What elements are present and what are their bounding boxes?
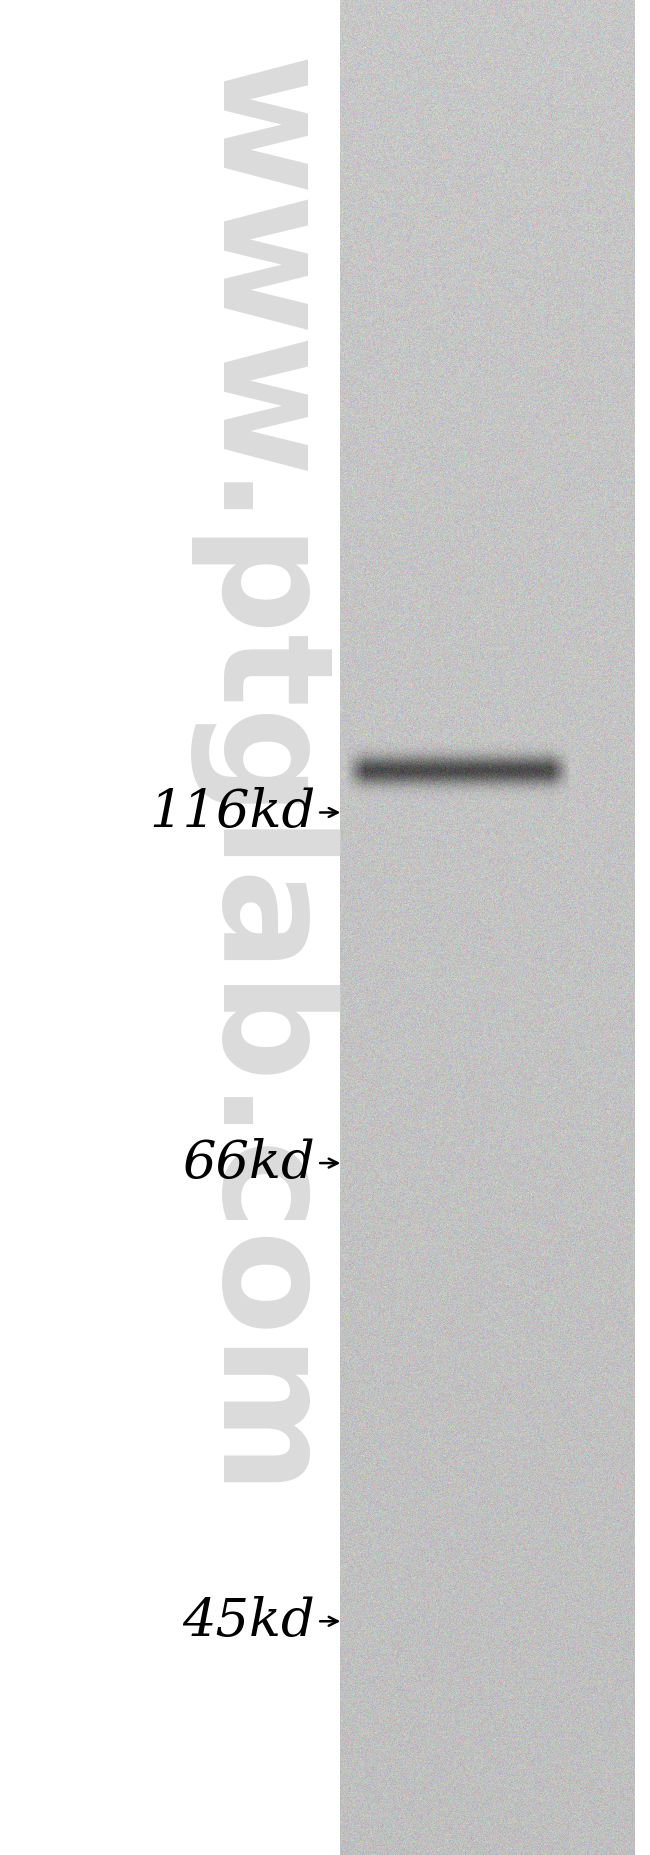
Text: www.ptglab.com: www.ptglab.com xyxy=(185,58,335,1501)
Text: 116kd: 116kd xyxy=(149,787,315,838)
Text: 45kd: 45kd xyxy=(183,1595,315,1647)
Text: 66kd: 66kd xyxy=(183,1137,315,1189)
